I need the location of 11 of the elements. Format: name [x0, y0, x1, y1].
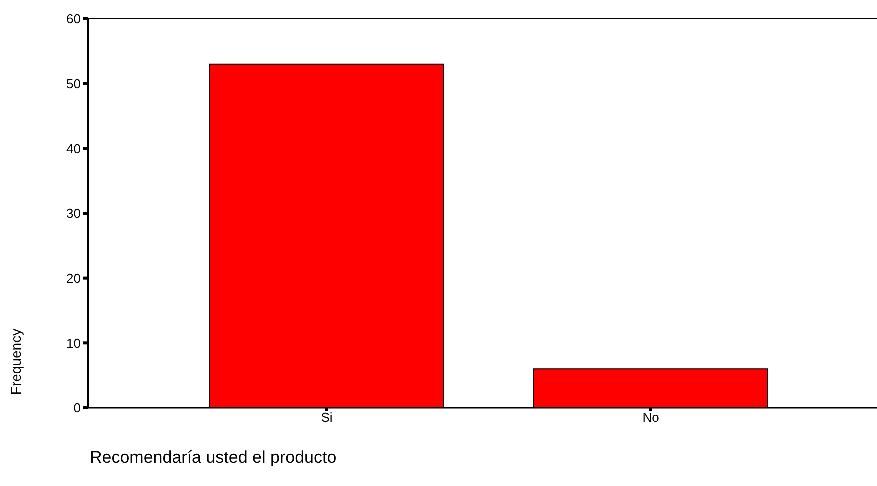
y-axis-title: Frequency [8, 328, 24, 396]
y-tick-label: 10 [66, 336, 81, 351]
y-tick-label: 20 [66, 270, 81, 286]
y-tick-label: 0 [74, 400, 81, 416]
y-tick-label: 40 [66, 141, 81, 156]
y-tick-label: 30 [66, 206, 81, 222]
x-tick-label: No [642, 410, 660, 426]
y-tick-label: 60 [66, 12, 81, 27]
x-tick-label: Si [321, 410, 333, 426]
y-tick-label: 50 [66, 76, 81, 92]
x-axis-title: Recomendaría usted el producto [90, 448, 337, 468]
